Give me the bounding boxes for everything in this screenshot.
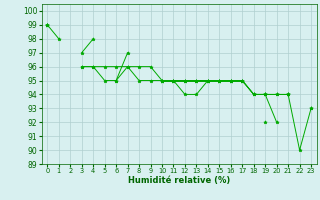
X-axis label: Humidité relative (%): Humidité relative (%): [128, 176, 230, 185]
